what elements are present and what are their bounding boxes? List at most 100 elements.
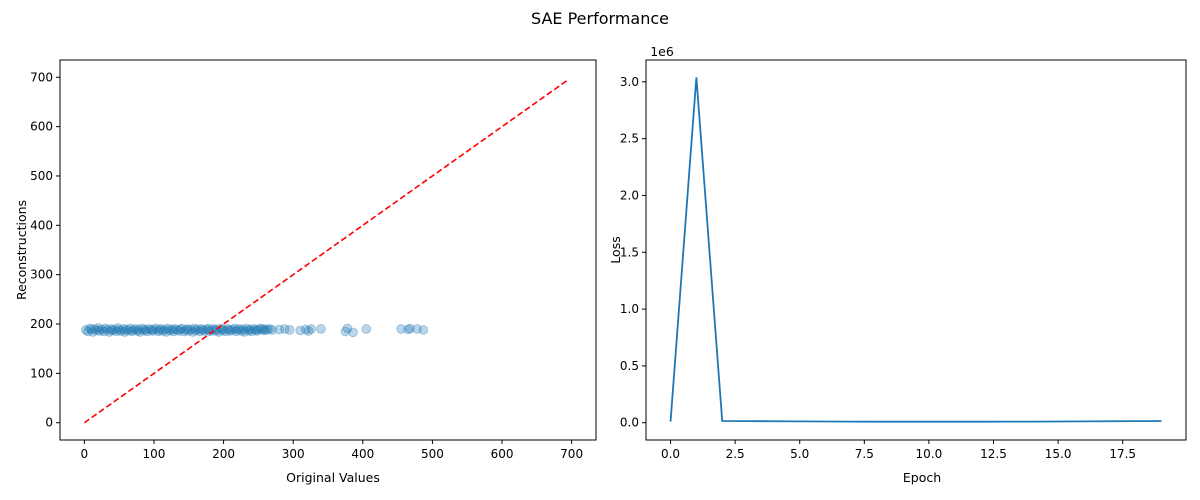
scatter-point	[241, 323, 252, 334]
scatter-point	[225, 326, 236, 336]
scatter-y-tick-label: 200	[30, 317, 53, 331]
scatter-point	[144, 324, 154, 334]
scatter-point	[267, 325, 278, 335]
scatter-point	[188, 327, 198, 337]
scatter-point	[396, 324, 406, 334]
scatter-point	[160, 324, 170, 335]
loss-x-tick-label: 0.0	[661, 447, 680, 461]
scatter-point	[99, 326, 109, 337]
figure-title: SAE Performance	[531, 9, 669, 28]
loss-line	[669, 77, 1162, 423]
scatter-point	[203, 323, 214, 334]
scatter-point	[300, 324, 311, 335]
scatter-point	[142, 326, 152, 337]
loss-y-tick-label: 2.0	[620, 188, 639, 202]
loss-x-tick-label: 7.5	[855, 447, 874, 461]
scatter-point	[403, 324, 413, 335]
loss-x-tick-label: 5.0	[790, 447, 809, 461]
scatter-point	[128, 325, 138, 335]
scatter-point	[280, 324, 290, 334]
loss-y-tick-label: 3.0	[620, 75, 639, 89]
loss-plot: 0.0 2.5 5.0 7.5 10.0 12.5 15.0 17.5 0.0 0.5 1.0 1.…	[608, 44, 1187, 485]
scatter-point	[151, 323, 161, 334]
scatter-point	[114, 325, 124, 335]
scatter-point	[197, 325, 208, 335]
scatter-point	[224, 325, 234, 335]
scatter-point	[264, 324, 275, 334]
scatter-point	[121, 324, 131, 335]
scatter-point	[156, 324, 166, 334]
scatter-point	[132, 326, 143, 336]
scatter-point	[175, 324, 186, 335]
scatter-point	[183, 326, 194, 336]
scatter-point	[227, 324, 238, 335]
scatter-point	[170, 324, 180, 334]
scatter-point	[94, 326, 105, 336]
scatter-point	[80, 325, 91, 335]
scatter-point	[92, 325, 102, 336]
scatter-point	[206, 325, 217, 335]
scatter-point	[87, 327, 98, 337]
scatter-y-tick-label: 300	[30, 268, 53, 282]
scatter-point	[234, 324, 245, 334]
loss-y-axis-label: Loss	[608, 236, 623, 263]
scatter-point	[167, 324, 177, 335]
scatter-point	[186, 324, 196, 335]
loss-x-ticks: 0.0 2.5 5.0 7.5 10.0 12.5 15.0 17.5	[661, 440, 1136, 461]
scatter-y-ticks: 0 100 200 300 400 500 600 700	[30, 70, 60, 430]
scatter-point	[165, 325, 175, 336]
scatter-point	[112, 323, 123, 333]
scatter-point	[306, 324, 317, 334]
scatter-point	[248, 324, 259, 334]
scatter-point	[86, 324, 97, 335]
scatter-point	[193, 324, 203, 335]
scatter-point	[257, 325, 268, 335]
reference-diagonal	[83, 79, 569, 424]
scatter-point	[90, 324, 100, 334]
scatter-point	[195, 326, 205, 337]
scatter-point	[189, 323, 200, 334]
scatter-point	[295, 325, 305, 336]
loss-x-tick-label: 15.0	[1045, 447, 1072, 461]
scatter-point	[111, 326, 122, 337]
scatter-point	[340, 326, 351, 337]
scatter-y-tick-label: 500	[30, 169, 53, 183]
scatter-x-axis-label: Original Values	[286, 470, 380, 485]
scatter-point	[259, 324, 269, 334]
loss-y-tick-label: 0.0	[620, 416, 639, 430]
scatter-point	[147, 326, 158, 336]
scatter-point	[405, 323, 415, 334]
scatter-point	[209, 324, 219, 334]
scatter-point	[118, 324, 129, 334]
scatter-x-tick-label: 200	[212, 447, 235, 461]
scatter-point	[83, 326, 93, 337]
scatter-point	[202, 324, 212, 335]
scatter-y-tick-label: 0	[45, 416, 53, 430]
scatter-point	[217, 325, 227, 336]
scatter-point	[182, 324, 193, 334]
scatter-point	[252, 326, 262, 336]
scatter-point	[243, 325, 254, 336]
scatter-point	[125, 323, 136, 334]
scatter-point	[229, 323, 240, 334]
scatter-x-ticks: 0 100 200 300 400 500 600 700	[81, 440, 583, 461]
scatter-point	[246, 326, 257, 337]
scatter-point	[199, 326, 210, 336]
loss-y-tick-label: 1.0	[620, 302, 639, 316]
scatter-point	[222, 324, 233, 334]
scatter-point	[245, 324, 255, 335]
scatter-point	[231, 326, 241, 337]
scatter-point	[284, 325, 295, 335]
scatter-point	[262, 324, 273, 335]
scatter-point	[153, 326, 163, 337]
scatter-point	[93, 323, 104, 333]
scatter-point	[255, 323, 266, 334]
loss-y-ticks: 0.0 0.5 1.0 1.5 2.0 2.5 3.0	[620, 75, 646, 430]
scatter-point	[85, 323, 95, 334]
scatter-x-tick-label: 500	[421, 447, 444, 461]
scatter-point	[126, 326, 137, 337]
scatter-y-tick-label: 600	[30, 120, 53, 134]
loss-y-tick-label: 1.5	[620, 245, 639, 259]
scatter-point	[303, 326, 314, 336]
scatter-point	[133, 324, 144, 335]
